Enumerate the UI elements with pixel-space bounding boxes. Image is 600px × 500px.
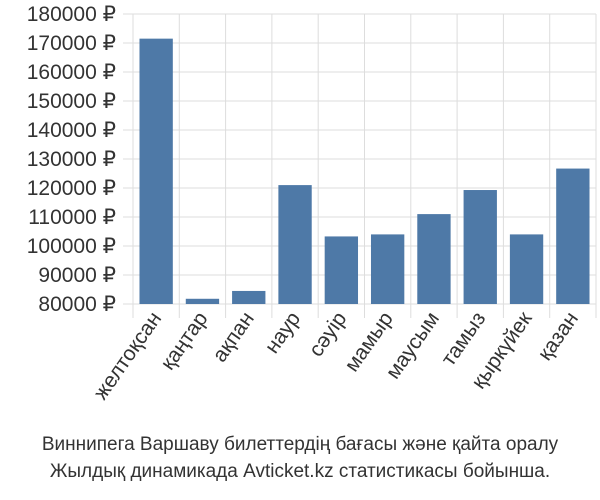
- bar: [139, 38, 173, 305]
- bar: [417, 214, 451, 304]
- bar-chart: 80000 ₽ 90000 ₽ 100000 ₽ 110000 ₽ 120000 ₽ 13…: [27, 3, 597, 404]
- bar: [232, 290, 266, 304]
- y-axis-tick-labels: 80000 ₽ 90000 ₽ 100000 ₽ 110000 ₽ 120000 ₽ 13…: [27, 3, 116, 316]
- y-tick-label: 170000 ₽: [27, 32, 116, 55]
- bar: [463, 190, 497, 304]
- x-tick-label: сәуір: [304, 308, 351, 361]
- y-tick-label: 160000 ₽: [27, 61, 116, 84]
- bar: [370, 234, 405, 304]
- bar: [185, 298, 220, 304]
- y-tick-label: 90000 ₽: [38, 264, 116, 287]
- x-tick-label: желтоқсан: [89, 308, 166, 404]
- caption-line-2: Жылдық динамикада Avticket.kz статистика…: [49, 461, 551, 482]
- bar: [509, 234, 544, 304]
- y-tick-label: 110000 ₽: [28, 206, 116, 229]
- grid-lines: [123, 13, 597, 318]
- bars: [139, 38, 590, 305]
- x-tick-label: наур: [261, 308, 306, 358]
- y-tick-label: 180000 ₽: [27, 3, 116, 26]
- y-tick-label: 130000 ₽: [27, 148, 116, 171]
- bar: [278, 185, 312, 304]
- y-tick-label: 100000 ₽: [27, 235, 116, 258]
- bar: [556, 168, 590, 304]
- caption-line-1: Виннипега Варшаву билеттердің бағасы жән…: [41, 434, 559, 455]
- y-tick-label: 120000 ₽: [27, 177, 116, 200]
- bar: [324, 236, 359, 304]
- y-tick-label: 80000 ₽: [38, 293, 116, 316]
- x-tick-label: қазан: [533, 308, 583, 365]
- y-tick-label: 140000 ₽: [27, 119, 116, 142]
- x-tick-label: ақпан: [208, 308, 259, 367]
- x-tick-label: қаңтар: [156, 308, 212, 375]
- y-tick-label: 150000 ₽: [27, 90, 116, 113]
